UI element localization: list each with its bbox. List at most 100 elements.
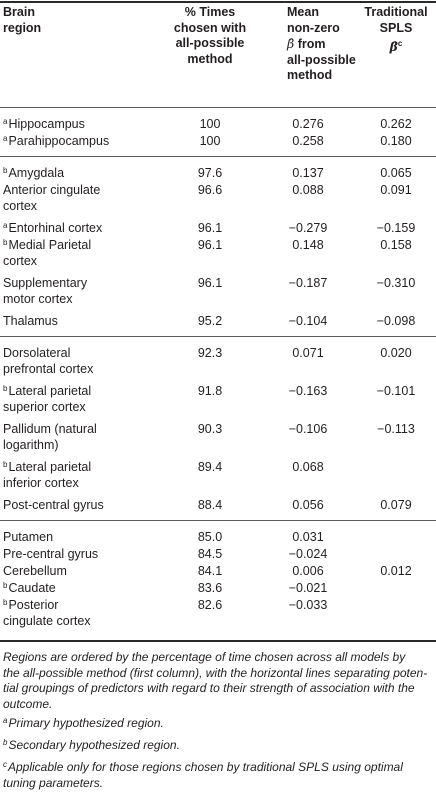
- percent-cell: 90.3: [197, 422, 223, 436]
- footnote-marker: a: [3, 716, 8, 725]
- footnote-marker: b: [3, 238, 8, 247]
- footnote-marker: c: [397, 39, 403, 48]
- mean-beta-cell: 0.071: [292, 346, 324, 360]
- footnote-marker: b: [3, 460, 8, 469]
- mean-beta-cell: 0.258: [292, 134, 324, 148]
- traditional-beta-cell: −0.159: [376, 221, 416, 235]
- percent-cell: 92.3: [197, 346, 223, 360]
- caption-line: tial groupings of predictors with regard…: [3, 681, 415, 696]
- mean-beta-cell: 0.056: [292, 498, 324, 512]
- region-cell: Pre-central gyrus: [3, 547, 99, 561]
- region-cell: Thalamus: [3, 314, 58, 328]
- percent-cell: 96.1: [197, 276, 223, 290]
- footnote-marker: b: [3, 384, 8, 393]
- mean-beta-cell: 0.068: [292, 460, 324, 474]
- traditional-beta-cell: 0.091: [380, 183, 412, 197]
- traditional-beta-cell: −0.113: [377, 422, 415, 436]
- traditional-beta-cell: −0.101: [376, 384, 416, 398]
- traditional-beta-cell: 0.079: [380, 498, 412, 512]
- region-cell: bLateral parietal inferior cortex: [3, 460, 92, 490]
- region-cell: aParahippocampus: [3, 134, 110, 148]
- mean-beta-cell: 0.031: [292, 530, 324, 544]
- header-rule: [0, 107, 436, 108]
- region-cell: aEntorhinal cortex: [3, 221, 103, 235]
- footnote-marker: c: [3, 760, 7, 769]
- mean-beta-cell: −0.104: [288, 314, 328, 328]
- footnote-marker: a: [3, 134, 8, 143]
- mean-beta-cell: 0.148: [292, 238, 324, 252]
- traditional-beta-cell: 0.262: [380, 117, 412, 131]
- mean-beta-cell: 0.006: [292, 564, 324, 578]
- header-percent-times: % Times chosen with all-possible method: [173, 5, 247, 66]
- beta-hat-symbol: β̂: [287, 36, 295, 51]
- traditional-beta-cell: 0.065: [380, 166, 412, 180]
- traditional-beta-cell: −0.098: [376, 314, 416, 328]
- region-cell: Dorsolateral prefrontal cortex: [3, 346, 94, 376]
- percent-cell: 84.5: [197, 547, 223, 561]
- region-cell: bAmygdala: [3, 166, 65, 180]
- percent-cell: 96.1: [197, 238, 223, 252]
- caption-line: the all-possible method (first column), …: [3, 665, 428, 680]
- mean-beta-cell: −0.024: [288, 547, 328, 561]
- header-mean-nonzero-beta: Mean non-zero β̂ from all-possible metho…: [287, 5, 356, 82]
- percent-cell: 96.1: [197, 221, 223, 235]
- percent-cell: 97.6: [197, 166, 223, 180]
- percent-cell: 82.6: [197, 598, 223, 612]
- footnote-marker: b: [3, 738, 8, 747]
- mean-beta-cell: −0.279: [288, 221, 328, 235]
- footnote-c: cApplicable only for those regions chose…: [3, 760, 403, 790]
- beta-hat-symbol: β̂: [389, 39, 398, 55]
- group-separator: [0, 520, 436, 521]
- top-rule: [0, 1, 436, 3]
- mean-beta-cell: 0.137: [292, 166, 324, 180]
- percent-cell: 95.2: [197, 314, 223, 328]
- mean-beta-cell: 0.088: [292, 183, 324, 197]
- region-cell: bLateral parietal superior cortex: [3, 384, 92, 414]
- group-separator: [0, 156, 436, 157]
- mean-beta-cell: −0.187: [288, 276, 328, 290]
- region-cell: Post-central gyrus: [3, 498, 104, 512]
- region-cell: Cerebellum: [3, 564, 67, 578]
- traditional-beta-cell: 0.158: [380, 238, 412, 252]
- percent-cell: 100: [199, 134, 221, 148]
- footnote-b: bSecondary hypothesized region.: [3, 738, 180, 752]
- percent-cell: 84.1: [197, 564, 223, 578]
- mean-beta-cell: −0.021: [288, 581, 328, 595]
- mean-beta-cell: −0.106: [288, 422, 328, 436]
- header-traditional-spls: Traditional SPLS β̂c: [364, 5, 428, 55]
- percent-cell: 85.0: [197, 530, 223, 544]
- mean-beta-cell: −0.163: [288, 384, 328, 398]
- percent-cell: 100: [199, 117, 221, 131]
- region-cell: bPosterior cingulate cortex: [3, 598, 91, 628]
- percent-cell: 88.4: [197, 498, 223, 512]
- region-cell: bCaudate: [3, 581, 56, 595]
- footnote-marker: b: [3, 166, 8, 175]
- header-brain-region: Brain region: [3, 5, 42, 35]
- caption-line: outcome.: [3, 696, 53, 711]
- traditional-beta-cell: 0.020: [380, 346, 412, 360]
- mean-beta-cell: −0.033: [288, 598, 328, 612]
- region-cell: aHippocampus: [3, 117, 85, 131]
- traditional-beta-cell: 0.180: [380, 134, 412, 148]
- mean-beta-cell: 0.276: [292, 117, 324, 131]
- footnote-marker: b: [3, 598, 8, 607]
- caption-line: Regions are ordered by the percentage of…: [3, 650, 406, 664]
- region-cell: bMedial Parietal cortex: [3, 238, 92, 268]
- table-notes: Regions are ordered by the percentage of…: [3, 650, 433, 712]
- region-cell: Pallidum (natural logarithm): [3, 422, 97, 452]
- region-cell: Supplementary motor cortex: [3, 276, 88, 306]
- percent-cell: 83.6: [197, 581, 223, 595]
- group-separator: [0, 336, 436, 337]
- percent-cell: 91.8: [197, 384, 223, 398]
- traditional-beta-cell: −0.310: [376, 276, 416, 290]
- region-cell: Putamen: [3, 530, 54, 544]
- percent-cell: 96.6: [197, 183, 223, 197]
- footnote-marker: a: [3, 221, 8, 230]
- bottom-rule: [0, 640, 436, 642]
- region-cell: Anterior cingulate cortex: [3, 183, 101, 213]
- footnote-marker: b: [3, 581, 8, 590]
- traditional-beta-cell: 0.012: [380, 564, 412, 578]
- footnote-a: aPrimary hypothesized region.: [3, 716, 164, 730]
- footnote-marker: a: [3, 117, 8, 126]
